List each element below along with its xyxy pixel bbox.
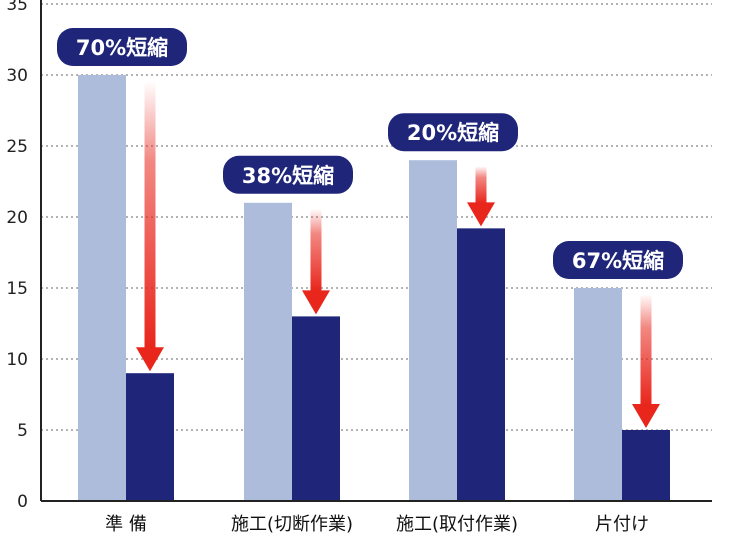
x-category-label: 施工(切断作業) (231, 514, 353, 535)
bar-after (457, 228, 505, 502)
y-tick-label: 10 (6, 350, 28, 370)
x-category-label: 施工(取付作業) (396, 514, 518, 535)
reduction-badge: 70%短縮 (57, 28, 187, 66)
reduction-arrow (302, 208, 330, 315)
reduction-badge-label: 70%短縮 (76, 36, 168, 60)
bar-after (126, 373, 174, 501)
reduction-badge-label: 38%短縮 (242, 164, 334, 188)
reduction-arrow (136, 81, 164, 372)
reduction-arrow (467, 166, 495, 227)
reduction-arrows (136, 81, 660, 428)
bar-before (244, 202, 292, 502)
bar-after (622, 430, 670, 501)
y-axis-ticks: 0 5 10 15 20 25 30 35 (6, 0, 28, 512)
reduction-badge-label: 67%短縮 (572, 249, 664, 273)
x-axis-categories: 準 備 施工(切断作業) 施工(取付作業) 片付け (105, 514, 649, 535)
y-tick-label: 30 (6, 66, 28, 86)
y-tick-label: 15 (6, 279, 28, 299)
bar-before (574, 288, 622, 501)
reduction-badges: 70%短縮 38%短縮 20%短縮 67%短縮 (57, 28, 683, 279)
bar-after (292, 316, 340, 501)
reduction-badge: 67%短縮 (553, 241, 683, 279)
y-tick-label: 0 (17, 492, 28, 512)
x-category-label: 片付け (595, 514, 649, 535)
bar-before (78, 75, 126, 501)
bar-before (409, 160, 457, 501)
reduction-arrow (632, 294, 660, 428)
reduction-badge-label: 20%短縮 (407, 121, 499, 145)
y-tick-label: 25 (6, 137, 28, 157)
y-tick-label: 35 (6, 0, 28, 15)
y-tick-label: 20 (6, 208, 28, 228)
reduction-badge: 38%短縮 (223, 155, 353, 194)
y-tick-label: 5 (17, 421, 28, 441)
reduction-badge: 20%短縮 (388, 113, 518, 152)
bars (78, 75, 670, 502)
x-category-label: 準 備 (105, 514, 147, 535)
